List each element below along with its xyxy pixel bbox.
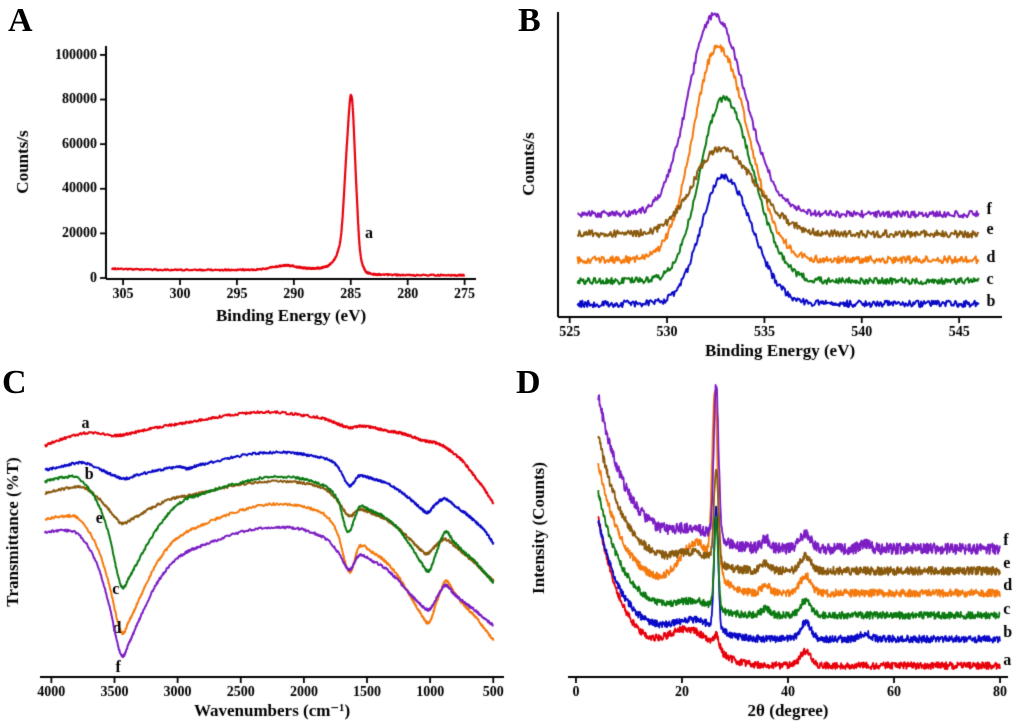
panel-d-letter: D <box>516 364 541 401</box>
panel-a-xps-c1s-chart <box>0 0 512 362</box>
panel-c-letter: C <box>2 364 27 401</box>
panel-a-letter: A <box>8 2 33 39</box>
panel-b-xps-o1s-chart <box>512 0 1024 362</box>
panel-b-letter: B <box>518 2 541 39</box>
panel-d-xrd-chart <box>512 362 1024 725</box>
panel-c-ftir-chart <box>0 362 512 725</box>
